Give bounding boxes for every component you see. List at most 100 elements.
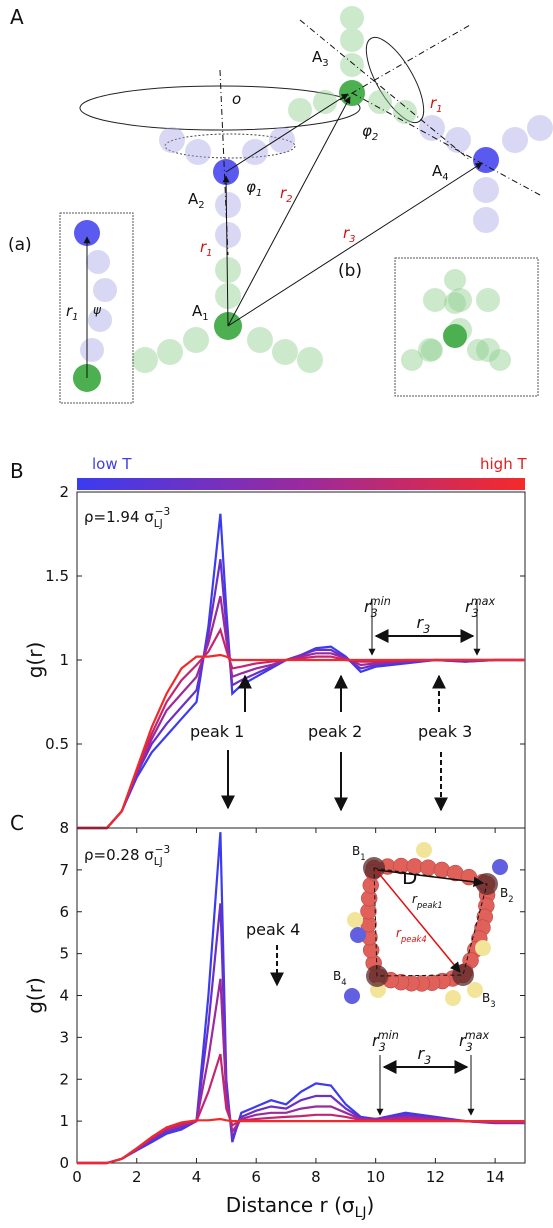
text-part: min <box>378 1029 399 1042</box>
label: o <box>232 90 241 108</box>
y-tick-label: 3 <box>59 1028 69 1046</box>
annotation: peak 1 <box>190 722 244 741</box>
label: A1 <box>192 302 209 323</box>
y-axis-title: g(r) <box>23 642 47 679</box>
r3-min-label: r3min <box>372 1029 399 1054</box>
bead <box>492 859 508 875</box>
text-part: 3 <box>472 607 479 620</box>
annotation: peak 4 <box>246 920 300 939</box>
text-part: B <box>482 991 490 1005</box>
x-tick-label: 2 <box>132 1168 142 1186</box>
y-tick-label: 8 <box>59 819 69 837</box>
beads-blue <box>159 115 553 248</box>
label: φ1 <box>246 178 262 199</box>
text-part: −3 <box>155 844 170 856</box>
x-tick-label: 10 <box>366 1168 385 1186</box>
text-part: peak1 <box>416 900 443 910</box>
y-tick-label: 4 <box>59 987 69 1005</box>
text-part: 4 <box>341 977 346 987</box>
bead <box>416 842 432 858</box>
axes-dashdot <box>219 19 541 256</box>
series-line <box>77 595 525 830</box>
bead <box>467 982 483 998</box>
label: r1 <box>200 238 213 259</box>
annotation: peak 2 <box>308 722 362 741</box>
text-part: 3 <box>371 607 378 620</box>
square <box>373 867 488 977</box>
text-part: min <box>370 595 391 608</box>
label: A4 <box>432 162 449 183</box>
text-part: Distance r (σ <box>226 1193 355 1217</box>
colorbar-label: high T <box>480 455 527 473</box>
label: r1 <box>66 302 79 323</box>
r3-max-label: r3max <box>459 1029 489 1054</box>
x-tick-label: 6 <box>251 1168 261 1186</box>
y-tick-label: 7 <box>59 861 69 879</box>
label: (a) <box>8 235 32 255</box>
bead-a4 <box>473 147 499 173</box>
text-part: 3 <box>379 1041 386 1054</box>
x-tick-label: 12 <box>426 1168 445 1186</box>
text-part: r <box>364 597 372 616</box>
r3-min-label: r3min <box>364 595 391 620</box>
bead <box>347 912 363 928</box>
y-tick-label: 2 <box>59 483 69 501</box>
corner-label: B4 <box>333 969 347 987</box>
bead <box>475 940 491 956</box>
text-part: ) <box>367 1193 375 1217</box>
corner-label: B3 <box>482 991 496 1009</box>
bead <box>74 220 100 246</box>
text-part: r <box>417 613 425 632</box>
text-part: peak4 <box>400 934 427 944</box>
corner-label: B1 <box>352 844 366 862</box>
text-part: 3 <box>490 999 495 1009</box>
inset-a-beads <box>80 250 117 362</box>
colorbar <box>77 478 525 490</box>
label: r2 <box>280 184 293 205</box>
beads-a1 <box>132 6 500 373</box>
text-part: max <box>465 1029 490 1042</box>
bead <box>443 324 467 348</box>
text-part: ρ=1.94 σ <box>84 508 154 526</box>
text-part: r <box>372 1031 380 1050</box>
series-line <box>77 513 525 830</box>
series-line <box>77 1117 525 1165</box>
y-tick-label: 0 <box>59 1154 69 1172</box>
text-part: LJ <box>154 856 163 868</box>
text-part: 3 <box>424 1054 431 1067</box>
y-axis-title: g(r) <box>23 977 47 1014</box>
series-line <box>77 903 525 1165</box>
text-part: r <box>396 926 402 940</box>
r3-max-label: r3max <box>465 595 495 620</box>
text-part: 3 <box>466 1041 473 1054</box>
density-label: ρ=1.94 σLJ−3 <box>84 506 170 530</box>
text-part: r <box>418 1044 426 1063</box>
text-part: ρ=0.28 σ <box>84 846 154 864</box>
bead <box>350 927 366 943</box>
label: φ2 <box>362 122 378 143</box>
series-line <box>77 559 525 830</box>
panel-letter: A <box>10 5 24 29</box>
bead <box>419 859 437 876</box>
panel-letter: C <box>10 811 24 835</box>
text-part: B <box>500 886 508 900</box>
series-line <box>77 832 525 1165</box>
density-label: ρ=0.28 σLJ−3 <box>84 844 170 868</box>
y-tick-label: 1 <box>59 651 69 669</box>
text-part: 1 <box>360 852 365 862</box>
label: (b) <box>338 261 362 281</box>
text-part: max <box>471 595 496 608</box>
bead <box>433 861 451 879</box>
panel-letter: B <box>10 459 24 483</box>
r3-label: r3 <box>417 613 431 636</box>
x-tick-label: 14 <box>486 1168 505 1186</box>
distance-label: rpeak4 <box>396 926 427 944</box>
panel-a: A o A3 r1 φ2 A4 A2 φ1 r2 r1 r3 A <box>8 5 553 404</box>
x-tick-label: 0 <box>72 1168 82 1186</box>
label: r3 <box>343 224 356 245</box>
cone-ellipse <box>365 36 425 124</box>
y-tick-label: 5 <box>59 945 69 963</box>
text-part: LJ <box>355 1205 367 1221</box>
text-part: r <box>465 597 473 616</box>
